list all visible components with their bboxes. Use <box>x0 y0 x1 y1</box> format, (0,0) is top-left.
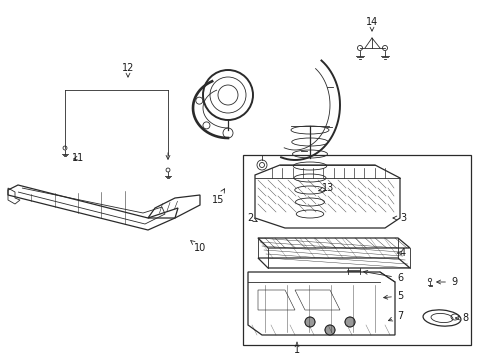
Text: 14: 14 <box>366 17 378 31</box>
Text: 15: 15 <box>212 189 224 205</box>
Text: 12: 12 <box>122 63 134 77</box>
Text: 10: 10 <box>191 240 206 253</box>
Text: 3: 3 <box>393 213 406 223</box>
Bar <box>243 155 471 345</box>
Text: 13: 13 <box>319 183 334 193</box>
Text: 11: 11 <box>72 153 84 163</box>
Text: 1: 1 <box>294 342 300 355</box>
Circle shape <box>345 317 355 327</box>
Text: 5: 5 <box>384 291 403 301</box>
Text: 6: 6 <box>364 270 403 283</box>
Text: 9: 9 <box>437 277 457 287</box>
Text: 8: 8 <box>456 313 468 323</box>
Text: 7: 7 <box>389 311 403 321</box>
Text: 4: 4 <box>397 248 406 258</box>
Circle shape <box>305 317 315 327</box>
Circle shape <box>325 325 335 335</box>
Text: 2: 2 <box>247 213 257 223</box>
